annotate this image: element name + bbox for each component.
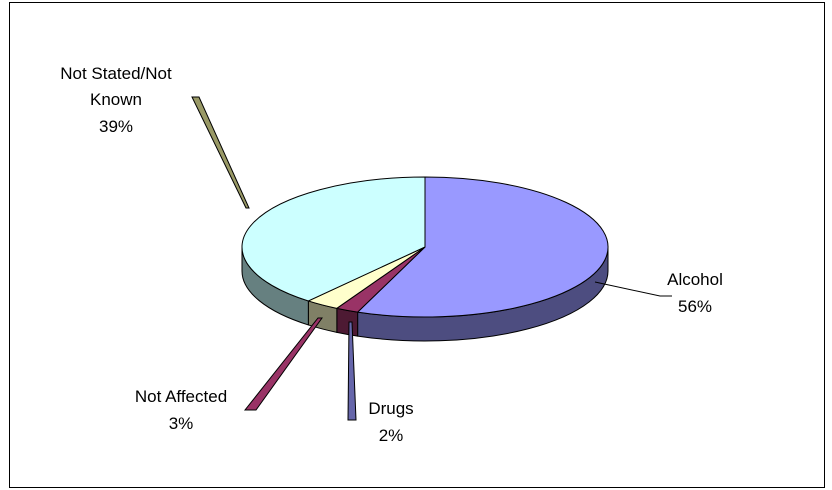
pie-side-drugs	[336, 307, 359, 337]
label-not-stated-name-2: Known	[90, 90, 142, 109]
leader-not-affected	[243, 317, 323, 411]
leader-drugs	[347, 321, 357, 421]
label-drugs-pct: 2%	[379, 426, 404, 445]
label-not-stated-name-1: Not Stated/Not	[60, 64, 172, 83]
label-drugs-name: Drugs	[368, 399, 413, 418]
pie-top-slices	[241, 176, 609, 318]
leader-not-stated	[191, 96, 250, 209]
pie-slice-alcohol	[356, 176, 609, 318]
label-alcohol-name: Alcohol	[667, 270, 723, 289]
label-not-affected-name: Not Affected	[135, 387, 227, 406]
label-not-stated-pct: 39%	[99, 117, 133, 136]
pie-slice-not-stated-not-known	[241, 176, 426, 302]
pie-leader-lines	[191, 96, 672, 421]
label-alcohol-pct: 56%	[678, 297, 712, 316]
leader-alcohol	[594, 281, 672, 297]
label-not-affected-pct: 3%	[169, 414, 194, 433]
